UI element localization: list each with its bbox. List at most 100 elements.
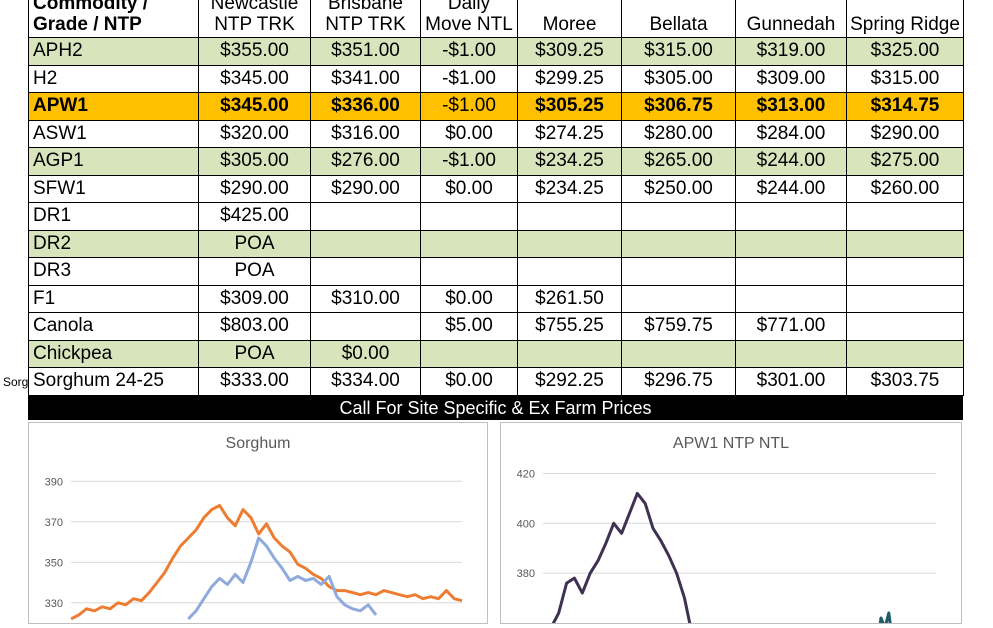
price-cell: $341.00 xyxy=(310,64,421,93)
price-cell: POA xyxy=(198,257,311,286)
price-cell: $0.00 xyxy=(420,284,518,313)
price-cell: POA xyxy=(198,229,311,258)
price-cell: $260.00 xyxy=(846,174,964,203)
price-cell xyxy=(621,257,736,286)
price-cell: $261.50 xyxy=(517,284,622,313)
price-cell: $290.00 xyxy=(310,174,421,203)
price-cell xyxy=(735,284,847,313)
price-cell: $0.00 xyxy=(420,174,518,203)
grade-cell: DR1 xyxy=(28,202,199,231)
grade-cell: F1 xyxy=(28,284,199,313)
price-cell xyxy=(846,229,964,258)
price-cell: $250.00 xyxy=(621,174,736,203)
price-cell: -$1.00 xyxy=(420,92,518,121)
y-tick-label: 330 xyxy=(45,598,63,610)
price-cell: -$1.00 xyxy=(420,147,518,176)
price-cell xyxy=(846,202,964,231)
y-tick-label: 400 xyxy=(517,518,535,530)
price-cell xyxy=(310,312,421,341)
price-cell: $0.00 xyxy=(310,339,421,368)
apw1-chart-plot: 380 400 420 xyxy=(517,468,936,628)
price-cell: $290.00 xyxy=(846,119,964,148)
price-cell xyxy=(517,257,622,286)
price-cell xyxy=(310,257,421,286)
table-row: Sorghum 24-25 $333.00 $334.00 $0.00 $292.25 $… xyxy=(28,367,964,396)
column-header-line: Bellata xyxy=(649,14,708,35)
table-row: Chickpea POA $0.00 xyxy=(28,339,964,368)
grade-cell: ASW1 xyxy=(28,119,199,148)
price-cell: $755.25 xyxy=(517,312,622,341)
price-cell: $305.00 xyxy=(621,64,736,93)
price-cell: $296.75 xyxy=(621,367,736,396)
price-cell: $333.00 xyxy=(198,367,311,396)
table-row: APH2 $355.00 $351.00 -$1.00 $309.25 $315.00 $3… xyxy=(28,37,964,66)
price-cell: $309.00 xyxy=(735,64,847,93)
sorghum-chart: Sorghum 330 350 370 390 xyxy=(28,422,488,624)
price-cell: $305.25 xyxy=(517,92,622,121)
price-cell: $0.00 xyxy=(420,367,518,396)
y-tick-label: 370 xyxy=(45,517,63,529)
table-row: F1 $309.00 $310.00 $0.00 $261.50 xyxy=(28,284,964,313)
table-row: DR2 POA xyxy=(28,229,964,258)
price-cell: $290.00 xyxy=(198,174,311,203)
price-cell: $234.25 xyxy=(517,174,622,203)
price-cell: $803.00 xyxy=(198,312,311,341)
price-cell: $425.00 xyxy=(198,202,311,231)
price-cell: $336.00 xyxy=(310,92,421,121)
price-cell: $320.00 xyxy=(198,119,311,148)
price-cell: $345.00 xyxy=(198,64,311,93)
price-cell: $355.00 xyxy=(198,37,311,66)
price-cell: $244.00 xyxy=(735,147,847,176)
y-tick-label: 350 xyxy=(45,557,63,569)
contact-banner: Call For Site Specific & Ex Farm Prices xyxy=(28,396,963,420)
y-tick-label: 390 xyxy=(45,476,63,488)
price-cell xyxy=(517,202,622,231)
column-header: Daily Move NTL xyxy=(420,0,518,38)
grade-cell: APW1 xyxy=(28,92,199,121)
price-cell xyxy=(846,284,964,313)
grade-cell: AGP1 xyxy=(28,147,199,176)
price-cell: $309.00 xyxy=(198,284,311,313)
price-cell: $292.25 xyxy=(517,367,622,396)
column-header-line: Moree xyxy=(542,14,597,35)
price-cell xyxy=(621,202,736,231)
price-cell: $276.00 xyxy=(310,147,421,176)
price-cell xyxy=(420,202,518,231)
price-cell xyxy=(735,202,847,231)
series-line xyxy=(878,611,893,628)
price-cell: $771.00 xyxy=(735,312,847,341)
price-cell: $280.00 xyxy=(621,119,736,148)
price-cell: $234.25 xyxy=(517,147,622,176)
price-cell xyxy=(517,339,622,368)
price-cell: $265.00 xyxy=(621,147,736,176)
column-header-line: Spring Ridge xyxy=(850,14,960,35)
grade-cell: H2 xyxy=(28,64,199,93)
grade-cell: DR2 xyxy=(28,229,199,258)
price-cell: $310.00 xyxy=(310,284,421,313)
y-tick-label: 420 xyxy=(517,468,535,480)
column-header: Spring Ridge xyxy=(846,0,964,38)
grade-cell: Chickpea xyxy=(28,339,199,368)
grade-cell: SFW1 xyxy=(28,174,199,203)
price-cell: $351.00 xyxy=(310,37,421,66)
column-header-line: Grade / NTP xyxy=(33,14,142,35)
table-row: APW1 $345.00 $336.00 -$1.00 $305.25 $306.75 $3… xyxy=(28,92,964,121)
table-header-row: Commodity / Grade / NTP Newcastle NTP TRK Br… xyxy=(28,0,964,38)
price-cell: $319.00 xyxy=(735,37,847,66)
price-cell: $301.00 xyxy=(735,367,847,396)
price-cell: $314.75 xyxy=(846,92,964,121)
price-cell: $759.75 xyxy=(621,312,736,341)
price-cell xyxy=(420,257,518,286)
price-cell: $306.75 xyxy=(621,92,736,121)
price-cell: $315.00 xyxy=(846,64,964,93)
grade-cell: DR3 xyxy=(28,257,199,286)
price-cell xyxy=(621,339,736,368)
price-cell xyxy=(735,257,847,286)
column-header-line: Commodity / xyxy=(33,0,149,14)
price-cell: $275.00 xyxy=(846,147,964,176)
price-cell: -$1.00 xyxy=(420,64,518,93)
price-cell: $244.00 xyxy=(735,174,847,203)
price-cell: $5.00 xyxy=(420,312,518,341)
grade-cell: Sorghum 24-25 xyxy=(28,367,199,396)
price-cell xyxy=(735,229,847,258)
